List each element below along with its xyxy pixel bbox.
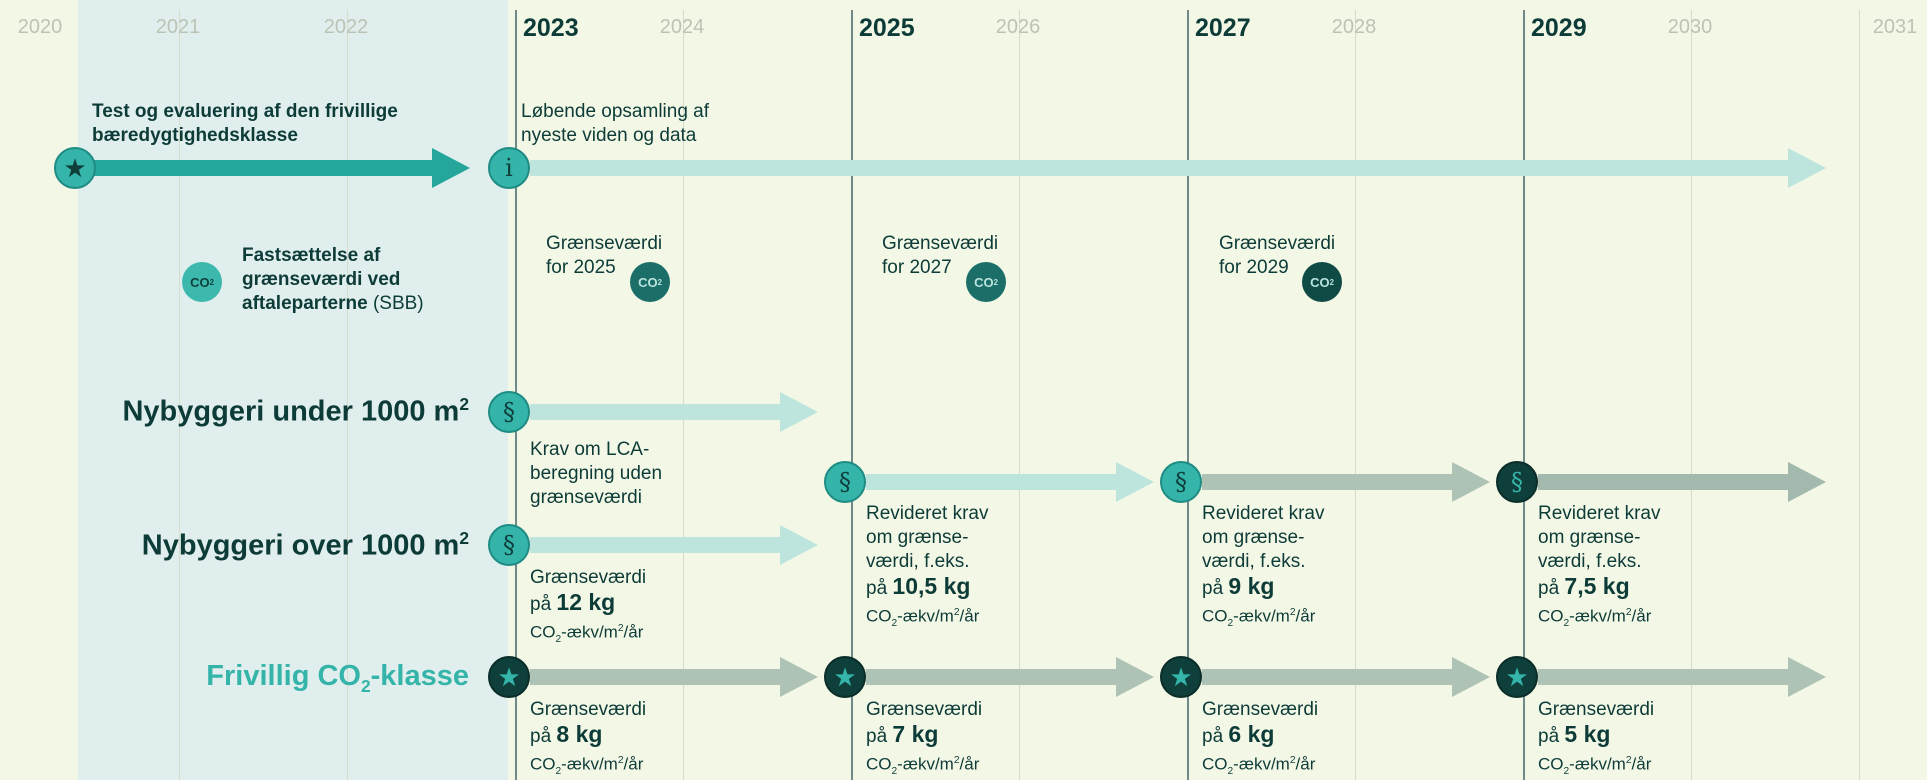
revised-arrow-shaft bbox=[866, 474, 1118, 490]
evaluation-period-band bbox=[78, 0, 508, 780]
year-label: 2030 bbox=[1667, 16, 1713, 38]
star-icon: ★ bbox=[1160, 656, 1202, 698]
year-label: 2031 bbox=[1872, 16, 1918, 38]
over-2023-text: Grænseværdi på 12 kg CO2-ækv/m2/år bbox=[530, 567, 647, 646]
over-arrow-shaft bbox=[530, 537, 782, 553]
year-label: 2024 bbox=[659, 16, 705, 38]
year-label: 2020 bbox=[17, 16, 63, 38]
test-arrow-shaft bbox=[90, 160, 434, 176]
frivillig-arrow-shaft bbox=[866, 669, 1118, 685]
under-arrow-shaft bbox=[530, 404, 782, 420]
year-gridline bbox=[347, 10, 348, 780]
frivillig-2023-text: Grænseværdi på 8 kg CO2-ækv/m2/år bbox=[530, 699, 647, 778]
section-icon: § bbox=[488, 391, 530, 433]
frivillig-arrow-head bbox=[780, 657, 818, 697]
limit-2029-label: Grænseværdi for 2029 bbox=[1219, 233, 1336, 278]
frivillig-2027-text: Grænseværdi på 6 kg CO2-ækv/m2/år bbox=[1202, 699, 1319, 778]
year-label: 2029 bbox=[1531, 14, 1587, 42]
limit-2025-label: Grænseværdi for 2025 bbox=[546, 233, 663, 278]
revised-arrow-head bbox=[1116, 462, 1154, 502]
year-gridline bbox=[1523, 10, 1525, 780]
revised-2029-text: Revideret krav om grænse-værdi, f.eks. på… bbox=[1538, 503, 1661, 630]
row-label-under-1000: Nybyggeri under 1000 m2 bbox=[122, 394, 469, 428]
info-arrow-shaft bbox=[530, 160, 1790, 176]
frivillig-arrow-shaft bbox=[1202, 669, 1454, 685]
info-arrow-head bbox=[1788, 148, 1826, 188]
year-gridline bbox=[1355, 10, 1356, 780]
test-label: Test og evaluering af den frivillige bær… bbox=[92, 101, 398, 146]
year-gridline bbox=[683, 10, 684, 780]
year-label: 2021 bbox=[155, 16, 201, 38]
year-gridline bbox=[1187, 10, 1189, 780]
section-icon: § bbox=[1496, 461, 1538, 503]
revised-arrow-shaft bbox=[1538, 474, 1790, 490]
year-label: 2026 bbox=[995, 16, 1041, 38]
revised-arrow-head bbox=[1788, 462, 1826, 502]
frivillig-arrow-shaft bbox=[1538, 669, 1790, 685]
frivillig-arrow-head bbox=[1116, 657, 1154, 697]
revised-arrow-head bbox=[1452, 462, 1490, 502]
year-label: 2025 bbox=[859, 14, 915, 42]
frivillig-arrow-head bbox=[1452, 657, 1490, 697]
star-icon: ★ bbox=[54, 147, 96, 189]
frivillig-arrow-head bbox=[1788, 657, 1826, 697]
revised-2027-text: Revideret krav om grænse-værdi, f.eks. på… bbox=[1202, 503, 1325, 630]
limit-2027-label: Grænseværdi for 2027 bbox=[882, 233, 999, 278]
star-icon: ★ bbox=[488, 656, 530, 698]
star-icon: ★ bbox=[1496, 656, 1538, 698]
section-icon: § bbox=[824, 461, 866, 503]
year-gridline bbox=[1691, 10, 1692, 780]
year-gridline bbox=[179, 10, 180, 780]
frivillig-2029-text: Grænseværdi på 5 kg CO2-ækv/m2/år bbox=[1538, 699, 1655, 778]
revised-arrow-shaft bbox=[1202, 474, 1454, 490]
test-arrow-head bbox=[432, 148, 470, 188]
frivillig-2025-text: Grænseværdi på 7 kg CO2-ækv/m2/år bbox=[866, 699, 983, 778]
over-arrow-head bbox=[780, 525, 818, 565]
year-label: 2022 bbox=[323, 16, 369, 38]
co2-icon: CO 2 bbox=[1302, 262, 1342, 302]
year-gridline bbox=[851, 10, 853, 780]
co2-icon: CO 2 bbox=[966, 262, 1006, 302]
krav-lca-text: Krav om LCA-beregning uden grænseværdi bbox=[530, 439, 663, 508]
year-gridline bbox=[1019, 10, 1020, 780]
star-icon: ★ bbox=[824, 656, 866, 698]
co2-icon: CO 2 bbox=[630, 262, 670, 302]
row-label-over-1000: Nybyggeri over 1000 m2 bbox=[141, 528, 469, 562]
info-label: Løbende opsamling af nyeste viden og dat… bbox=[521, 101, 710, 146]
section-icon: § bbox=[1160, 461, 1202, 503]
year-label: 2027 bbox=[1195, 14, 1251, 42]
section-icon: § bbox=[488, 524, 530, 566]
year-label: 2023 bbox=[523, 14, 579, 42]
revised-2025-text: Revideret krav om grænse-værdi, f.eks. på… bbox=[866, 503, 989, 630]
co2-icon: CO 2 bbox=[182, 262, 222, 302]
row-label-frivillig: Frivillig CO2-klasse bbox=[206, 660, 469, 696]
year-gridline bbox=[1859, 10, 1860, 780]
year-label: 2028 bbox=[1331, 16, 1377, 38]
frivillig-arrow-shaft bbox=[530, 669, 782, 685]
info-icon: i bbox=[488, 147, 530, 189]
under-arrow-head bbox=[780, 392, 818, 432]
fastsaettelse-label: Fastsættelse af grænseværdi ved aftalepa… bbox=[242, 245, 424, 314]
